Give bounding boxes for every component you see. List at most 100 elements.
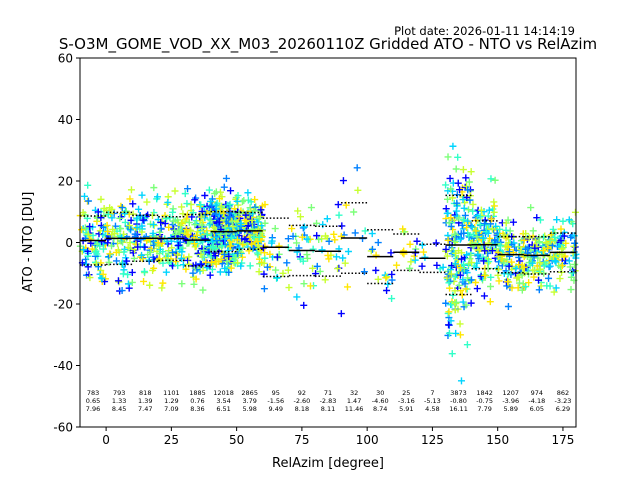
bin-std-label: 8.45 — [112, 405, 126, 413]
scatter-point — [125, 222, 133, 230]
scatter-point — [470, 242, 478, 250]
scatter-point — [242, 211, 250, 219]
scatter-point — [215, 218, 223, 226]
scatter-point — [530, 273, 538, 281]
scatter-point — [237, 262, 245, 270]
scatter-point — [324, 251, 332, 259]
x-tick-label: 150 — [486, 433, 509, 447]
x-axis-ticks: 0 25 50 75 100 125 150 175 — [102, 427, 574, 447]
scatter-point — [522, 230, 530, 238]
scatter-point — [121, 218, 129, 226]
scatter-point — [509, 218, 517, 226]
scatter-point — [496, 225, 504, 233]
bin-mean-label: -2.83 — [320, 397, 337, 405]
scatter-point — [473, 212, 481, 220]
scatter-point — [129, 210, 137, 218]
scatter-point — [169, 208, 177, 216]
scatter-point — [146, 281, 154, 289]
scatter-point — [335, 211, 343, 219]
scatter-point — [468, 259, 476, 267]
bin-std-label: 8.74 — [373, 405, 387, 413]
scatter-point — [442, 299, 450, 307]
scatter-point — [94, 208, 102, 216]
scatter-point — [97, 195, 105, 203]
y-axis-label: ATO - NTO [DU] — [21, 192, 36, 293]
scatter-point — [190, 240, 198, 248]
scatter-point — [447, 214, 455, 222]
scatter-point — [490, 208, 498, 216]
scatter-point — [81, 192, 89, 200]
scatter-point — [225, 202, 233, 210]
scatter-point — [463, 251, 471, 259]
scatter-point — [472, 227, 480, 235]
scatter-point — [459, 166, 467, 174]
scatter-point — [418, 241, 426, 249]
bin-mean-label: -0.80 — [450, 397, 467, 405]
scatter-point — [447, 223, 455, 231]
scatter-point — [96, 242, 104, 250]
scatter-point — [154, 239, 162, 247]
bin-std-label: 7.79 — [477, 405, 491, 413]
scatter-point — [170, 225, 178, 233]
scatter-point — [119, 270, 127, 278]
scatter-point — [125, 284, 133, 292]
scatter-point — [184, 256, 192, 264]
scatter-point — [106, 204, 114, 212]
scatter-point — [122, 254, 130, 262]
scatter-point — [212, 201, 220, 209]
scatter-point — [464, 217, 472, 225]
scatter-point — [485, 206, 493, 214]
scatter-point — [212, 210, 220, 218]
scatter-point — [157, 218, 165, 226]
scatter-point — [451, 306, 459, 314]
bin-mean-label: -5.13 — [424, 397, 441, 405]
scatter-point — [266, 250, 274, 258]
scatter-point — [490, 198, 498, 206]
bin-std-label: 8.36 — [190, 405, 204, 413]
scatter-point — [108, 231, 116, 239]
scatter-point — [272, 266, 280, 274]
scatter-point — [124, 280, 132, 288]
scatter-point — [244, 189, 252, 197]
scatter-point — [339, 177, 347, 185]
scatter-point — [443, 274, 451, 282]
scatter-point — [480, 292, 488, 300]
scatter-point — [207, 197, 215, 205]
scatter-point — [540, 269, 548, 277]
scatter-point — [168, 244, 176, 252]
bin-std-label: 5.91 — [399, 405, 413, 413]
scatter-point — [143, 198, 151, 206]
scatter-point — [407, 258, 415, 266]
scatter-point — [112, 257, 120, 265]
chart-title: S-O3M_GOME_VOD_XX_M03_20260110Z Gridded … — [59, 35, 597, 54]
scatter-point — [224, 247, 232, 255]
scatter-point — [452, 329, 460, 337]
scatter-point — [546, 253, 554, 261]
scatter-point — [459, 216, 467, 224]
scatter-point — [238, 253, 246, 261]
scatter-point — [257, 206, 265, 214]
scatter-point — [197, 201, 205, 209]
scatter-point — [460, 229, 468, 237]
y-tick-label: 60 — [58, 52, 73, 66]
scatter-point — [128, 278, 136, 286]
scatter-point — [567, 286, 575, 294]
scatter-point — [109, 225, 117, 233]
bin-mean-label: -2.60 — [293, 397, 310, 405]
scatter-point — [330, 230, 338, 238]
scatter-point — [185, 219, 193, 227]
scatter-point — [495, 277, 503, 285]
scatter-point — [137, 236, 145, 244]
scatter-point — [105, 258, 113, 266]
scatter-point — [443, 195, 451, 203]
scatter-point — [382, 274, 390, 282]
scatter-point — [127, 186, 135, 194]
scatter-point — [118, 204, 126, 212]
scatter-point — [121, 210, 129, 218]
bin-mean-label: 0.76 — [190, 397, 204, 405]
scatter-point — [208, 205, 216, 213]
scatter-point — [104, 210, 112, 218]
scatter-point — [131, 230, 139, 238]
scatter-point — [562, 239, 570, 247]
